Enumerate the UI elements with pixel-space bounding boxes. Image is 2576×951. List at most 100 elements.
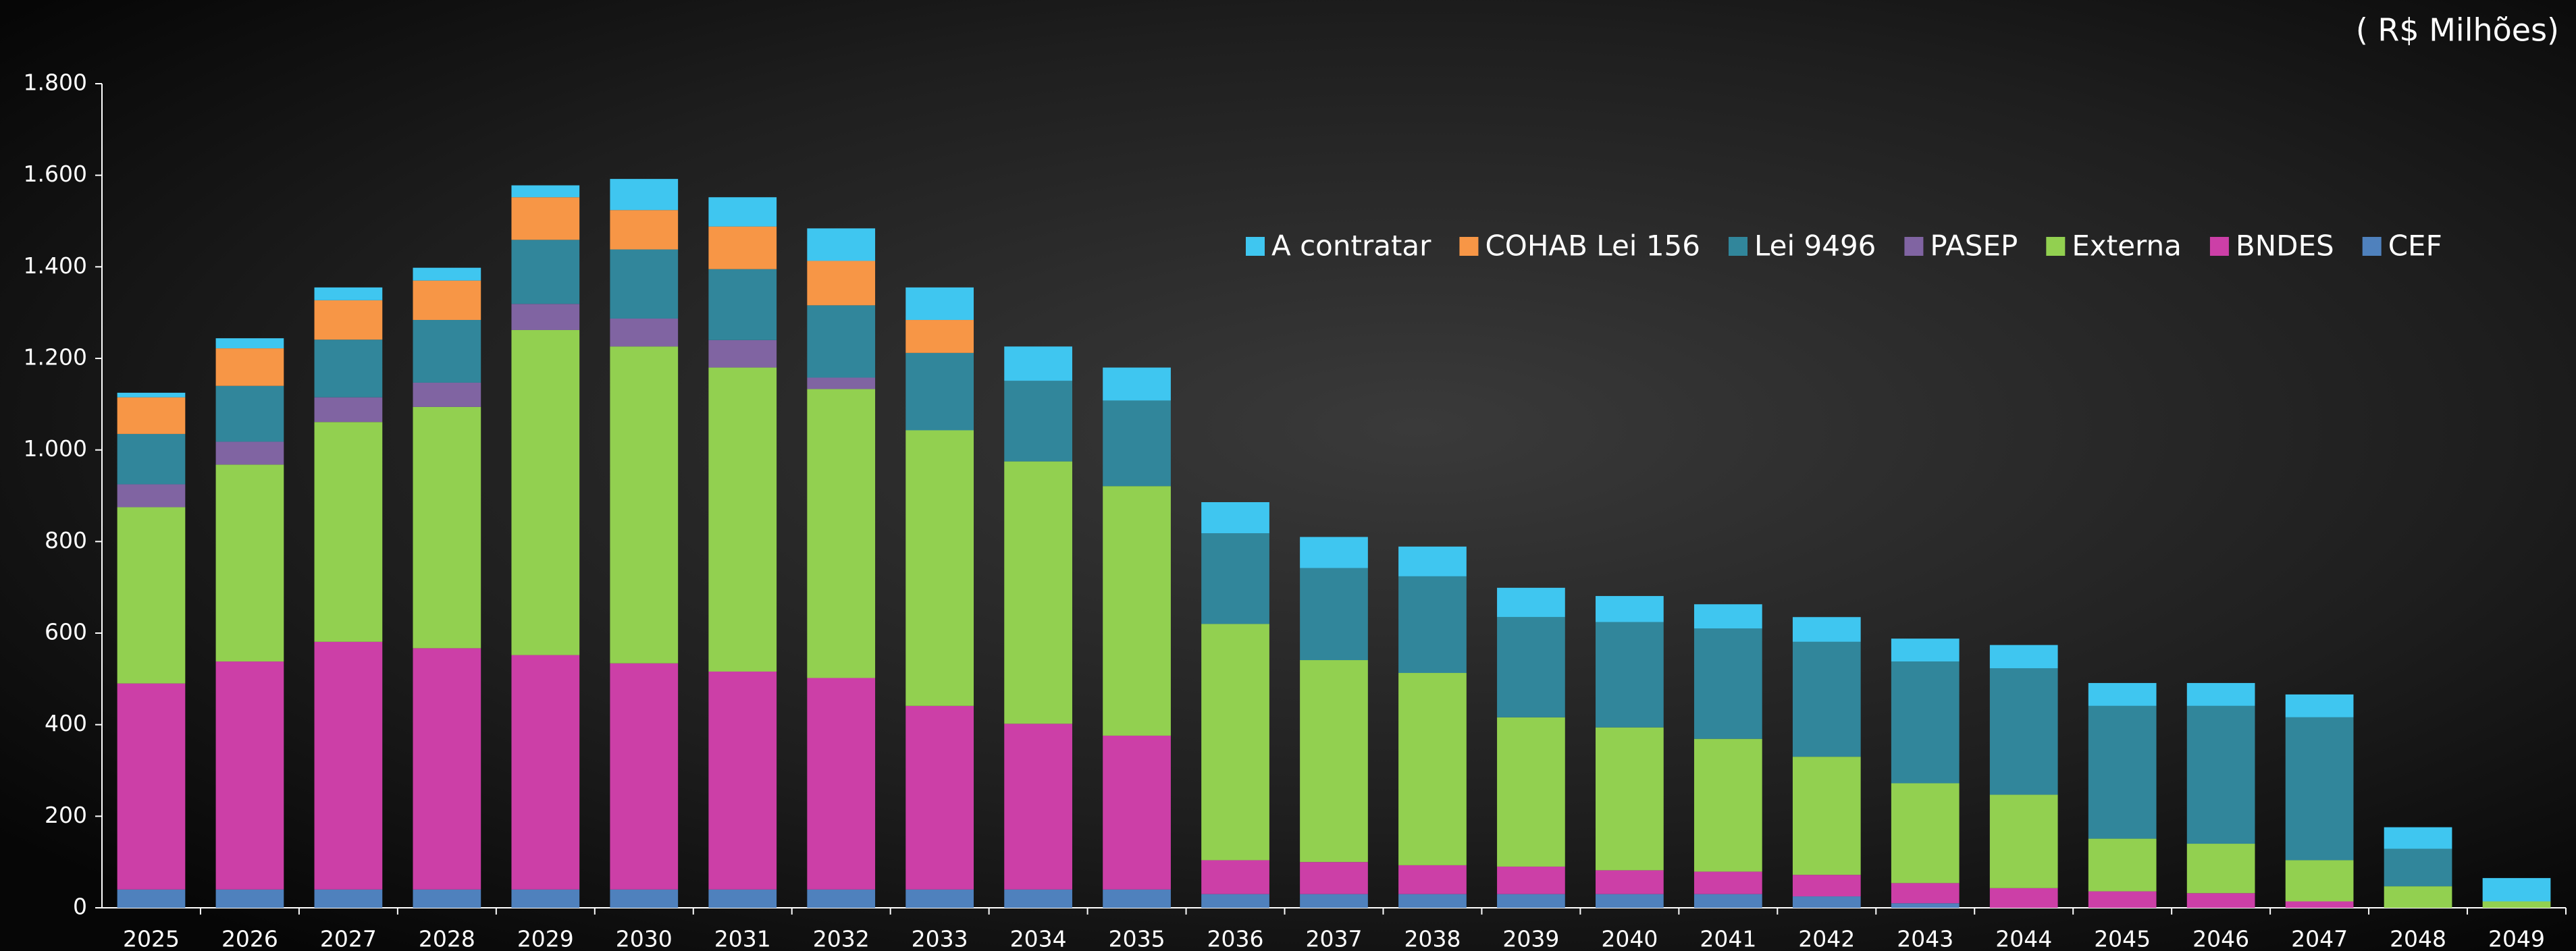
bar-segment	[610, 318, 679, 347]
legend-swatch	[1459, 237, 1479, 256]
y-tick-label: 1.800	[24, 70, 87, 96]
bar-segment	[610, 663, 679, 890]
bar-segment	[2285, 717, 2354, 861]
bar-segment	[610, 889, 679, 908]
bar-segment	[117, 507, 186, 684]
bar-segment	[2088, 891, 2157, 908]
x-tick-label: 2038	[1404, 926, 1461, 951]
bar-segment	[1596, 622, 1664, 728]
legend-label: Lei 9496	[1754, 229, 1876, 263]
x-tick-label: 2045	[2094, 926, 2151, 951]
x-tick-label: 2039	[1502, 926, 1559, 951]
bar-segment	[2186, 893, 2255, 908]
bar-segment	[1792, 641, 1861, 757]
bar-segment	[2088, 705, 2157, 839]
bar-segment	[1201, 501, 1269, 534]
bar-segment	[511, 304, 580, 330]
bar-segment	[314, 641, 383, 890]
bar-segment	[2186, 705, 2255, 844]
x-tick-label: 2030	[616, 926, 673, 951]
bar-segment	[511, 240, 580, 304]
bar-segment	[610, 179, 679, 211]
bar-segment	[2186, 682, 2255, 706]
x-tick-label: 2046	[2192, 926, 2249, 951]
bar-segment	[905, 287, 974, 321]
bar-segment	[905, 430, 974, 706]
bar-segment	[511, 185, 580, 198]
bar-segment	[1004, 381, 1072, 462]
x-tick-label: 2036	[1207, 926, 1264, 951]
bar-segment	[2088, 682, 2157, 706]
bar-segment	[1201, 533, 1269, 624]
bar-segment	[1103, 735, 1171, 890]
bar-segment	[117, 397, 186, 434]
bar-segment	[413, 648, 481, 890]
bar-segment	[511, 655, 580, 890]
bar-segment	[807, 305, 876, 378]
x-tick-label: 2032	[813, 926, 870, 951]
bar-segment	[117, 683, 186, 890]
bar-segment	[905, 352, 974, 431]
bar-segment	[1103, 889, 1171, 908]
bar-segment	[708, 197, 777, 227]
x-tick-label: 2049	[2488, 926, 2545, 951]
y-tick-label: 1.200	[24, 344, 87, 371]
legend-label: CEF	[2388, 229, 2442, 263]
bar-segment	[314, 287, 383, 300]
bar-segment	[413, 320, 481, 383]
legend-label: COHAB Lei 156	[1485, 229, 1700, 263]
x-tick-label: 2047	[2291, 926, 2348, 951]
bar-segment	[1004, 889, 1072, 908]
bar-segment	[1201, 624, 1269, 861]
bar-segment	[610, 346, 679, 663]
bar-segment	[1004, 461, 1072, 724]
y-tick-label: 1.000	[24, 435, 87, 462]
bar-segment	[2285, 901, 2354, 908]
bar-segment	[708, 889, 777, 908]
bar-segment	[215, 385, 284, 442]
bar-segment	[117, 392, 186, 398]
bar-segment	[1300, 894, 1368, 908]
x-tick-label: 2040	[1601, 926, 1658, 951]
y-tick-label: 200	[45, 802, 87, 828]
bar-segment	[1497, 717, 1565, 867]
bar-segment	[2482, 901, 2551, 908]
bar-segment	[1693, 871, 1762, 894]
legend-label: PASEP	[1930, 229, 2018, 263]
bar-segment	[1596, 870, 1664, 894]
bar-segment	[708, 269, 777, 340]
x-tick-label: 2031	[714, 926, 771, 951]
bar-segment	[1300, 660, 1368, 863]
bar-segment	[1004, 346, 1072, 381]
legend-swatch	[1246, 237, 1265, 256]
bar-segment	[2384, 848, 2452, 887]
y-tick-label: 1.600	[24, 161, 87, 187]
bar-segment	[1891, 903, 1960, 908]
bar-segment	[1891, 883, 1960, 904]
bar-segment	[314, 339, 383, 398]
bar-segment	[413, 382, 481, 407]
x-tick-label: 2048	[2390, 926, 2446, 951]
bar-segment	[905, 889, 974, 908]
bar-segment	[1693, 738, 1762, 872]
bar-segment	[1792, 875, 1861, 897]
y-tick-label: 800	[45, 527, 87, 553]
bar-segment	[1792, 896, 1861, 908]
bar-segment	[1300, 568, 1368, 661]
x-tick-label: 2026	[221, 926, 278, 951]
bar-segment	[1497, 866, 1565, 894]
bar-segment	[413, 267, 481, 281]
y-tick-label: 600	[45, 619, 87, 645]
bar-segment	[1004, 724, 1072, 890]
unit-note: ( R$ Milhões)	[2356, 12, 2559, 49]
bar-segment	[1989, 645, 2058, 669]
legend-label: BNDES	[2236, 229, 2334, 263]
bar-segment	[1103, 400, 1171, 487]
bar-segment	[1300, 862, 1368, 894]
bar-segment	[807, 261, 876, 306]
bar-segment	[1596, 596, 1664, 622]
bar-segment	[215, 441, 284, 465]
bar-segment	[807, 889, 876, 908]
bar-segment	[1201, 860, 1269, 894]
bar-segment	[117, 889, 186, 908]
